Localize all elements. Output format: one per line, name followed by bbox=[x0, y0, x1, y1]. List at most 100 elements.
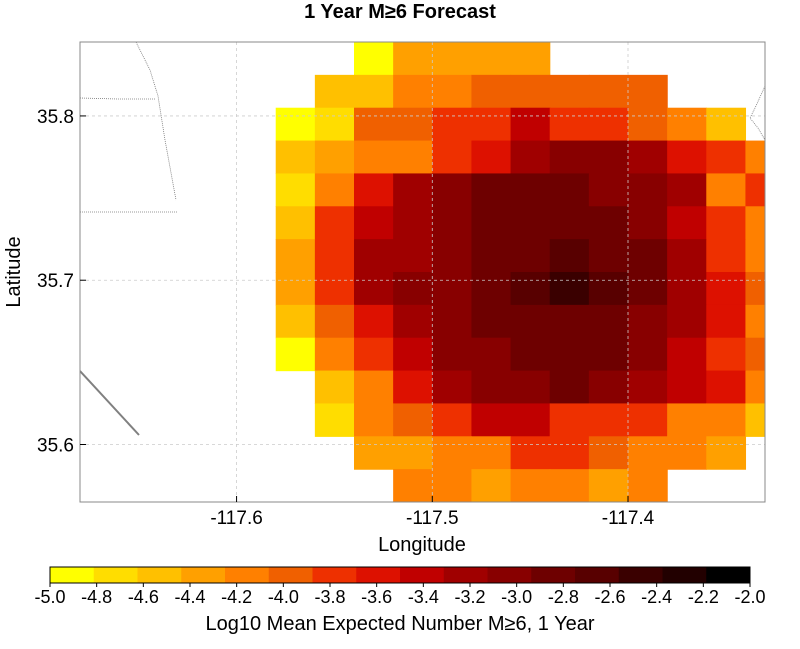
colorbar-swatch bbox=[662, 567, 707, 583]
colorbar-swatch bbox=[400, 567, 445, 583]
heatmap-cell bbox=[549, 436, 590, 470]
x-tick-label: -117.5 bbox=[406, 508, 458, 529]
heatmap-cell bbox=[354, 436, 394, 470]
boundary-line-east bbox=[749, 85, 765, 141]
x-tick-label: -117.4 bbox=[602, 508, 655, 529]
heatmap-cell bbox=[432, 469, 473, 502]
heatmap-cell bbox=[393, 107, 433, 142]
heatmap-cell bbox=[628, 206, 668, 240]
heatmap-cell bbox=[314, 173, 355, 207]
heatmap-cell bbox=[549, 173, 590, 207]
heatmap-cell bbox=[667, 206, 707, 240]
heatmap-cell bbox=[588, 107, 629, 142]
heatmap-cell bbox=[393, 337, 433, 372]
heatmap-cell bbox=[745, 304, 765, 339]
heatmap-cell bbox=[393, 140, 433, 175]
x-tick-label: -117.6 bbox=[210, 508, 262, 529]
y-tick-label: 35.7 bbox=[37, 271, 74, 292]
heatmap-cell bbox=[588, 206, 629, 240]
heatmap-cell bbox=[354, 140, 394, 175]
heatmap-cell bbox=[393, 272, 433, 306]
colorbar-tick-label: -2.0 bbox=[734, 587, 765, 607]
heatmap-cell bbox=[628, 107, 668, 142]
heatmap-cell bbox=[354, 239, 394, 273]
heatmap-cell bbox=[706, 239, 747, 273]
heatmap-cell bbox=[393, 206, 433, 240]
heatmap-cell bbox=[275, 337, 316, 372]
heatmap-cell bbox=[706, 370, 747, 405]
colorbar-tick-label: -4.6 bbox=[128, 587, 159, 607]
heatmap-cell bbox=[314, 140, 355, 175]
heatmap-cell bbox=[588, 239, 629, 273]
y-tick-label: 35.6 bbox=[37, 436, 74, 457]
colorbar-tick-label: -4.8 bbox=[81, 587, 112, 607]
heatmap-cell bbox=[706, 403, 747, 437]
heatmap-cell bbox=[667, 239, 707, 273]
heatmap-cell bbox=[588, 304, 629, 339]
heatmap-cell bbox=[314, 239, 355, 273]
colorbar-swatch bbox=[50, 567, 95, 583]
heatmap-cell bbox=[471, 403, 512, 437]
heatmap-cell bbox=[432, 206, 473, 240]
heatmap-cell bbox=[471, 42, 512, 76]
heatmap-cell bbox=[314, 74, 355, 109]
heatmap-cell bbox=[314, 403, 355, 437]
heatmap-cell bbox=[667, 173, 707, 207]
heatmap-cell bbox=[432, 140, 473, 175]
heatmap-cell bbox=[510, 272, 551, 306]
boundary-line-west bbox=[80, 97, 155, 100]
colorbar-swatch bbox=[443, 567, 488, 583]
heatmap-cell bbox=[314, 337, 355, 372]
heatmap-cell bbox=[471, 239, 512, 273]
heatmap-cell bbox=[745, 272, 765, 306]
colorbar-tick-label: -4.0 bbox=[268, 587, 299, 607]
heatmap-cell bbox=[667, 436, 707, 470]
heatmap-cell bbox=[432, 74, 473, 109]
colorbar-swatch bbox=[487, 567, 532, 583]
heatmap-cell bbox=[667, 140, 707, 175]
heatmap-cell bbox=[745, 239, 765, 273]
heatmap-cell bbox=[628, 140, 668, 175]
heatmap-cell bbox=[588, 272, 629, 306]
heatmap-cell bbox=[354, 370, 394, 405]
heatmap-cell bbox=[706, 173, 747, 207]
colorbar-swatch bbox=[312, 567, 357, 583]
heatmap-cell bbox=[549, 272, 590, 306]
heatmap-cell bbox=[549, 337, 590, 372]
heatmap-cell bbox=[588, 403, 629, 437]
boundary-line-north bbox=[135, 42, 177, 201]
map-boundaries bbox=[80, 42, 765, 436]
y-tick-label: 35.8 bbox=[37, 107, 74, 128]
heatmap-cell bbox=[549, 74, 590, 109]
heatmap-cell bbox=[510, 173, 551, 207]
heatmap-cell bbox=[588, 74, 629, 109]
heatmap-cell bbox=[275, 239, 316, 273]
x-axis-label: Longitude bbox=[378, 534, 466, 556]
heatmap-cell bbox=[275, 304, 316, 339]
colorbar-swatch bbox=[356, 567, 401, 583]
heatmap-cell bbox=[432, 239, 473, 273]
heatmap-cell bbox=[510, 403, 551, 437]
heatmap-cell bbox=[275, 140, 316, 175]
heatmap-cell bbox=[588, 337, 629, 372]
heatmap-cell bbox=[628, 239, 668, 273]
colorbar-tick-label: -4.2 bbox=[221, 587, 252, 607]
heatmap-cell bbox=[510, 107, 551, 142]
heatmap-cell bbox=[314, 272, 355, 306]
heatmap-cell bbox=[745, 337, 765, 372]
heatmap-cell bbox=[432, 304, 473, 339]
heatmap-cell bbox=[510, 469, 551, 502]
heatmap-cell bbox=[471, 74, 512, 109]
heatmap-cell bbox=[628, 304, 668, 339]
heatmap-cell bbox=[549, 469, 590, 502]
heatmap-cell bbox=[549, 304, 590, 339]
heatmap-cell bbox=[667, 370, 707, 405]
y-axis: 35.6 35.7 35.8 bbox=[37, 107, 86, 457]
colorbar-tick-label: -3.4 bbox=[408, 587, 439, 607]
heatmap-cell bbox=[745, 370, 765, 405]
heatmap-cell bbox=[628, 272, 668, 306]
heatmap-cell bbox=[667, 403, 707, 437]
colorbar-tick-label: -3.2 bbox=[454, 587, 485, 607]
heatmap-cell bbox=[432, 436, 473, 470]
colorbar-tick-label: -2.8 bbox=[548, 587, 579, 607]
